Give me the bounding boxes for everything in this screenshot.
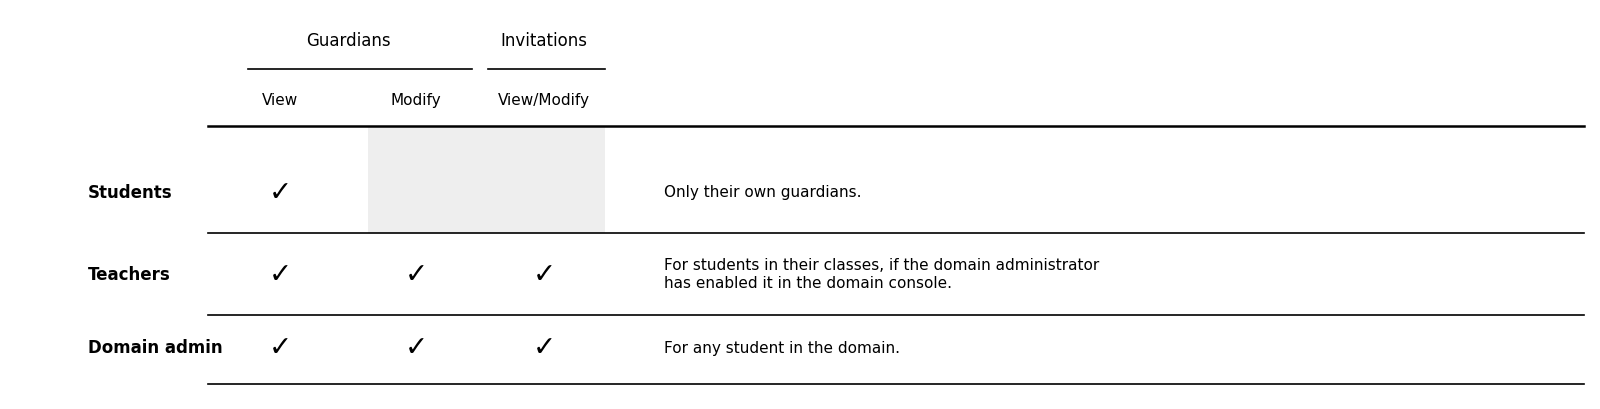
Text: Only their own guardians.: Only their own guardians. [664,185,861,200]
Text: ✓: ✓ [405,260,427,288]
Text: Domain admin: Domain admin [88,339,222,357]
Text: ✓: ✓ [533,334,555,362]
Text: Invitations: Invitations [501,32,587,50]
Text: ✓: ✓ [269,178,291,206]
Text: Modify: Modify [390,93,442,108]
Text: ✓: ✓ [269,334,291,362]
Bar [368,127,605,233]
Text: ✓: ✓ [269,260,291,288]
Text: ✓: ✓ [405,334,427,362]
Text: For students in their classes, if the domain administrator
has enabled it in the: For students in their classes, if the do… [664,258,1099,290]
Text: View/Modify: View/Modify [498,93,590,108]
Text: Guardians: Guardians [307,32,390,50]
Text: For any student in the domain.: For any student in the domain. [664,340,899,355]
Text: ✓: ✓ [533,260,555,288]
Text: View: View [262,93,298,108]
Text: Teachers: Teachers [88,265,171,283]
Text: Students: Students [88,183,173,201]
